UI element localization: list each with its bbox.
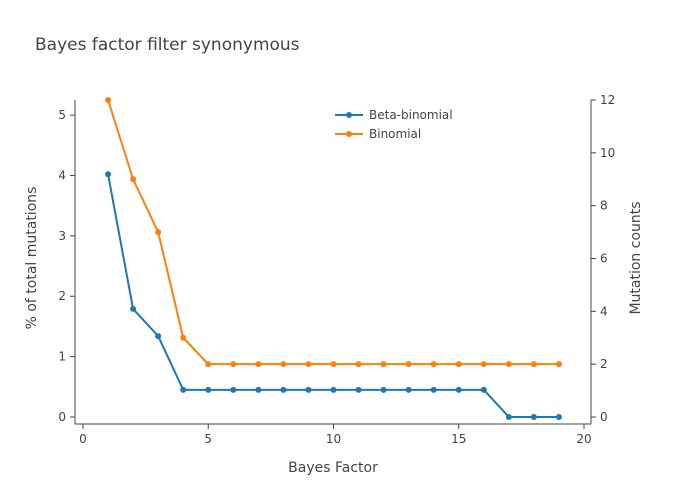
series-beta-binomial [105,171,562,420]
series-line-beta-binomial [107,174,559,418]
series-line-binomial [107,99,559,366]
data-point-beta-binomial[interactable] [405,386,412,393]
x-tick-label: 15 [451,432,466,446]
data-point-binomial[interactable] [530,361,537,368]
series-binomial [105,97,562,368]
y2-tick-label: 8 [600,199,608,213]
data-point-binomial[interactable] [130,176,137,183]
data-point-beta-binomial[interactable] [430,386,437,393]
y2-tick-label: 6 [600,252,608,266]
data-point-binomial[interactable] [455,361,462,368]
y2-axis-title: Mutation counts [628,201,644,314]
data-point-binomial[interactable] [230,361,237,368]
y-tick-label: 1 [58,350,66,364]
data-point-beta-binomial[interactable] [380,386,387,393]
x-tick-label: 10 [326,432,341,446]
x-tick-label: 5 [204,432,212,446]
data-point-beta-binomial[interactable] [280,386,287,393]
y-tick-group: 0 1 2 3 4 5 [58,108,75,424]
data-point-beta-binomial[interactable] [505,414,512,420]
data-point-binomial[interactable] [180,334,187,341]
data-point-binomial[interactable] [380,361,387,368]
data-point-binomial[interactable] [555,361,562,368]
data-point-binomial[interactable] [330,361,337,368]
y2-tick-group: 0 2 4 6 8 10 12 [591,93,615,424]
axes-group [74,100,592,425]
data-point-beta-binomial[interactable] [155,333,162,340]
data-point-beta-binomial[interactable] [305,386,312,393]
y2-tick-label: 0 [600,410,608,424]
x-tick-label: 20 [576,432,591,446]
y2-tick-label: 12 [600,93,615,107]
data-point-beta-binomial[interactable] [530,414,537,420]
legend-item-binomial[interactable]: Binomial [335,127,421,141]
data-point-beta-binomial[interactable] [105,171,112,178]
data-point-binomial[interactable] [505,361,512,368]
y-tick-label: 3 [58,229,66,243]
data-point-beta-binomial[interactable] [455,386,462,393]
x-axis-title: Bayes Factor [288,460,378,476]
x-tick-label: 0 [79,432,87,446]
legend-label-beta-binomial: Beta-binomial [369,108,453,122]
data-point-beta-binomial[interactable] [230,386,237,393]
legend-marker-beta-binomial [346,112,352,118]
chart-title: Bayes factor filter synonymous [35,35,300,55]
data-point-beta-binomial[interactable] [555,414,562,420]
data-point-binomial[interactable] [305,361,312,368]
y2-tick-label: 10 [600,146,615,160]
data-point-binomial[interactable] [105,97,112,103]
legend-item-beta-binomial[interactable]: Beta-binomial [335,108,453,122]
data-point-beta-binomial[interactable] [180,386,187,393]
y2-tick-label: 2 [600,357,608,371]
data-point-beta-binomial[interactable] [255,386,262,393]
y2-tick-label: 4 [600,304,608,318]
data-point-beta-binomial[interactable] [205,386,212,393]
y-tick-label: 0 [58,410,66,424]
data-point-binomial[interactable] [280,361,287,368]
data-point-beta-binomial[interactable] [130,305,137,312]
data-point-beta-binomial[interactable] [330,386,337,393]
data-point-binomial[interactable] [155,229,162,236]
x-tick-group: 0 5 10 15 20 [79,424,592,446]
y-tick-label: 4 [58,168,66,182]
legend[interactable]: Beta-binomial Binomial [335,108,453,141]
y-tick-label: 5 [58,108,66,122]
data-point-binomial[interactable] [430,361,437,368]
legend-marker-binomial [346,131,352,137]
data-point-beta-binomial[interactable] [480,386,487,393]
legend-label-binomial: Binomial [369,127,421,141]
data-point-binomial[interactable] [405,361,412,368]
y-tick-label: 2 [58,289,66,303]
data-point-binomial[interactable] [205,361,212,368]
y-axis-title: % of total mutations [24,187,40,330]
data-point-binomial[interactable] [355,361,362,368]
data-point-beta-binomial[interactable] [355,386,362,393]
data-point-binomial[interactable] [255,361,262,368]
data-point-binomial[interactable] [480,361,487,368]
series-layer [105,97,562,420]
